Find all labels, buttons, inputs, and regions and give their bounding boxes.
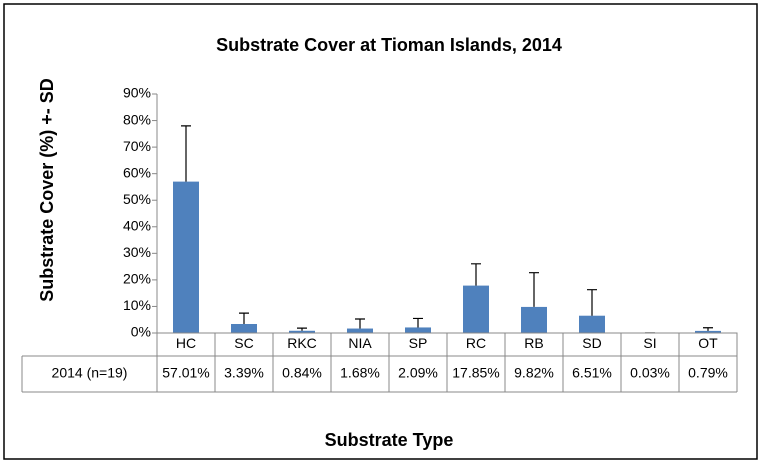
x-tick-label: RKC — [287, 335, 317, 351]
y-tick-label: 30% — [123, 244, 151, 260]
x-axis-title: Substrate Type — [325, 430, 454, 450]
y-axis-title: Substrate Cover (%) +- SD — [37, 78, 57, 302]
y-tick-label: 10% — [123, 297, 151, 313]
data-label: 2.09% — [398, 365, 438, 381]
x-tick-label: SI — [643, 335, 656, 351]
x-tick-label: HC — [176, 335, 196, 351]
error-bar — [413, 317, 423, 328]
error-bar — [355, 318, 365, 329]
y-tick-label: 50% — [123, 191, 151, 207]
data-label: 9.82% — [514, 365, 554, 381]
x-tick-label: SC — [234, 335, 253, 351]
data-label: 0.03% — [630, 365, 670, 381]
error-bar — [529, 272, 539, 307]
bar — [463, 285, 489, 333]
bar — [405, 327, 431, 333]
x-tick-label: RB — [524, 335, 543, 351]
error-bar — [471, 263, 481, 286]
bar — [579, 315, 605, 333]
error-bar — [181, 125, 191, 182]
chart-frame — [3, 3, 758, 460]
data-label: 57.01% — [162, 365, 209, 381]
bar — [289, 330, 315, 333]
x-tick-label: SD — [582, 335, 601, 351]
y-tick-label: 80% — [123, 111, 151, 127]
data-label: 17.85% — [452, 365, 499, 381]
y-tick-label: 20% — [123, 271, 151, 287]
data-label: 6.51% — [572, 365, 612, 381]
bar — [521, 306, 547, 333]
y-tick-label: 0% — [131, 324, 151, 340]
bar — [231, 323, 257, 333]
error-bar — [239, 312, 249, 324]
error-bar — [297, 327, 307, 331]
data-label: 0.79% — [688, 365, 728, 381]
data-label: 3.39% — [224, 365, 264, 381]
x-tick-label: RC — [466, 335, 486, 351]
y-tick-label: 90% — [123, 85, 151, 101]
error-bar — [587, 289, 597, 316]
x-tick-label: SP — [409, 335, 428, 351]
x-tick-label: OT — [698, 335, 718, 351]
x-tick-label: NIA — [348, 335, 372, 351]
data-label: 1.68% — [340, 365, 380, 381]
y-tick-label: 40% — [123, 217, 151, 233]
bar — [347, 328, 373, 333]
legend-entry: 2014 (n=19) — [52, 365, 128, 381]
error-bar — [703, 327, 713, 331]
bar — [695, 330, 721, 333]
y-tick-label: 70% — [123, 138, 151, 154]
chart-title: Substrate Cover at Tioman Islands, 2014 — [216, 35, 562, 55]
data-label: 0.84% — [282, 365, 322, 381]
bar — [173, 181, 199, 333]
y-tick-label: 60% — [123, 164, 151, 180]
